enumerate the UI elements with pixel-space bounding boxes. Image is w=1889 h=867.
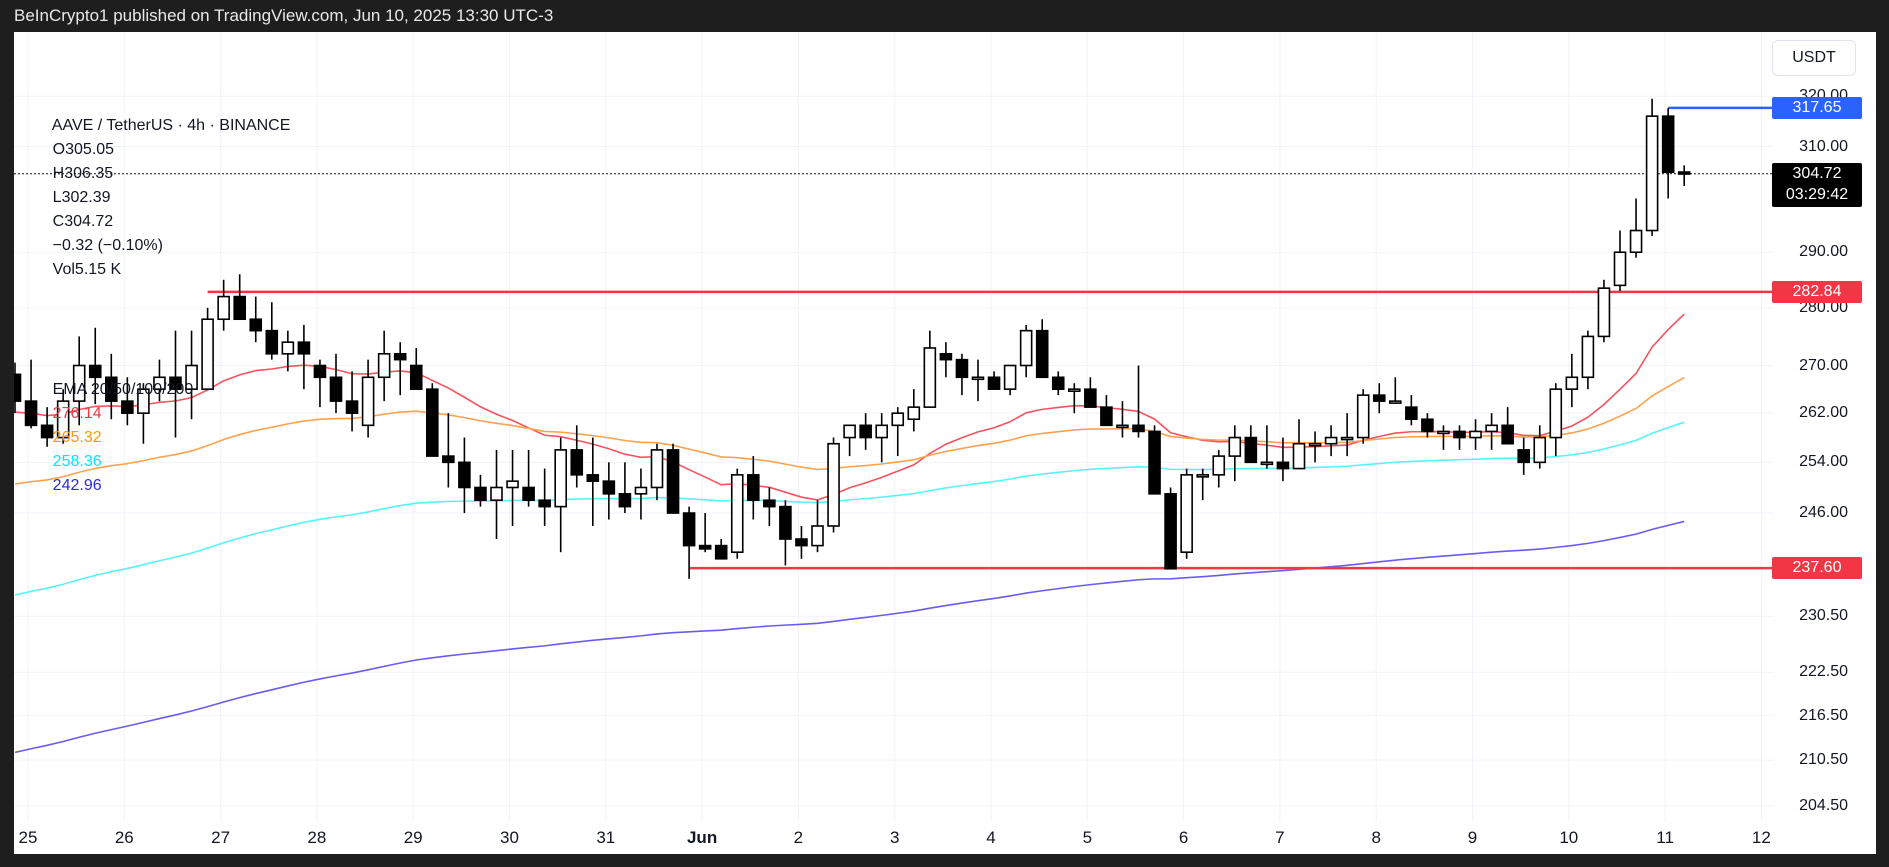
price-tick: 230.50 xyxy=(1799,607,1848,625)
price-tick: 290.00 xyxy=(1799,243,1848,261)
time-tick: 7 xyxy=(1275,828,1285,847)
ema-label[interactable]: EMA 20/50/100/200 xyxy=(52,381,194,398)
ohlc-row: AAVE / TetherUS · 4h · BINANCE O305.05 H… xyxy=(26,90,298,306)
time-tick: 29 xyxy=(403,828,423,847)
ema100-value: 258.36 xyxy=(52,453,102,470)
candlestick-chart[interactable] xyxy=(14,32,1876,854)
chart-panel[interactable]: AAVE / TetherUS · 4h · BINANCE O305.05 H… xyxy=(14,32,1876,854)
time-tick: 4 xyxy=(986,828,996,847)
time-tick: 28 xyxy=(307,828,327,847)
price-tick: 246.00 xyxy=(1799,504,1848,522)
ema200-value: 242.96 xyxy=(52,477,102,494)
time-tick: 26 xyxy=(114,828,134,847)
time-tick: 5 xyxy=(1082,828,1093,847)
time-tick: 2 xyxy=(793,828,804,847)
support-price-tag: 237.60 xyxy=(1772,557,1862,580)
time-tick: 12 xyxy=(1751,828,1771,847)
symbol-label[interactable]: AAVE / TetherUS · 4h · BINANCE xyxy=(51,117,291,134)
chart-legend: AAVE / TetherUS · 4h · BINANCE O305.05 H… xyxy=(26,42,298,570)
price-tick: 310.00 xyxy=(1799,137,1848,155)
time-tick: 9 xyxy=(1467,828,1478,847)
ema50-value: 265.32 xyxy=(52,429,102,446)
resistance-price-tag: 282.84 xyxy=(1772,280,1862,303)
current-price-tag: 304.72 03:29:42 xyxy=(1772,162,1862,207)
price-tick: 262.00 xyxy=(1799,404,1848,422)
current-price: 304.72 xyxy=(1792,164,1842,182)
time-tick: 6 xyxy=(1178,828,1189,847)
time-tick: 10 xyxy=(1559,828,1579,847)
high-value: H306.35 xyxy=(52,165,114,182)
open-value: O305.05 xyxy=(52,141,115,158)
time-tick: 11 xyxy=(1656,828,1674,847)
close-value: C304.72 xyxy=(52,213,114,230)
volume-value: Vol5.15 K xyxy=(52,261,122,278)
low-value: L302.39 xyxy=(52,189,111,206)
time-tick: 30 xyxy=(500,828,519,847)
ema20-value: 276.14 xyxy=(52,405,102,422)
time-tick: Jun xyxy=(686,828,718,847)
high-price-tag: 317.65 xyxy=(1772,96,1862,119)
price-tick: 222.50 xyxy=(1799,663,1848,681)
publisher-line: BeInCrypto1 published on TradingView.com… xyxy=(14,6,554,25)
time-tick: 27 xyxy=(211,828,231,847)
change-value: −0.32 (−0.10%) xyxy=(52,237,163,254)
price-tick: 216.50 xyxy=(1799,706,1848,724)
time-tick: 8 xyxy=(1371,828,1381,847)
price-tick: 204.50 xyxy=(1799,796,1848,814)
currency-button[interactable]: USDT xyxy=(1772,40,1856,76)
ema-row: EMA 20/50/100/200 276.14 265.32 258.36 2… xyxy=(26,354,298,522)
bar-countdown: 03:29:42 xyxy=(1785,185,1849,203)
time-tick: 25 xyxy=(18,828,38,847)
price-tick: 254.00 xyxy=(1799,453,1848,471)
price-tick: 280.00 xyxy=(1799,298,1848,316)
time-tick: 31 xyxy=(596,828,616,847)
time-tick: 3 xyxy=(889,828,900,847)
price-tick: 270.00 xyxy=(1799,356,1848,374)
price-tick: 210.50 xyxy=(1799,751,1848,769)
